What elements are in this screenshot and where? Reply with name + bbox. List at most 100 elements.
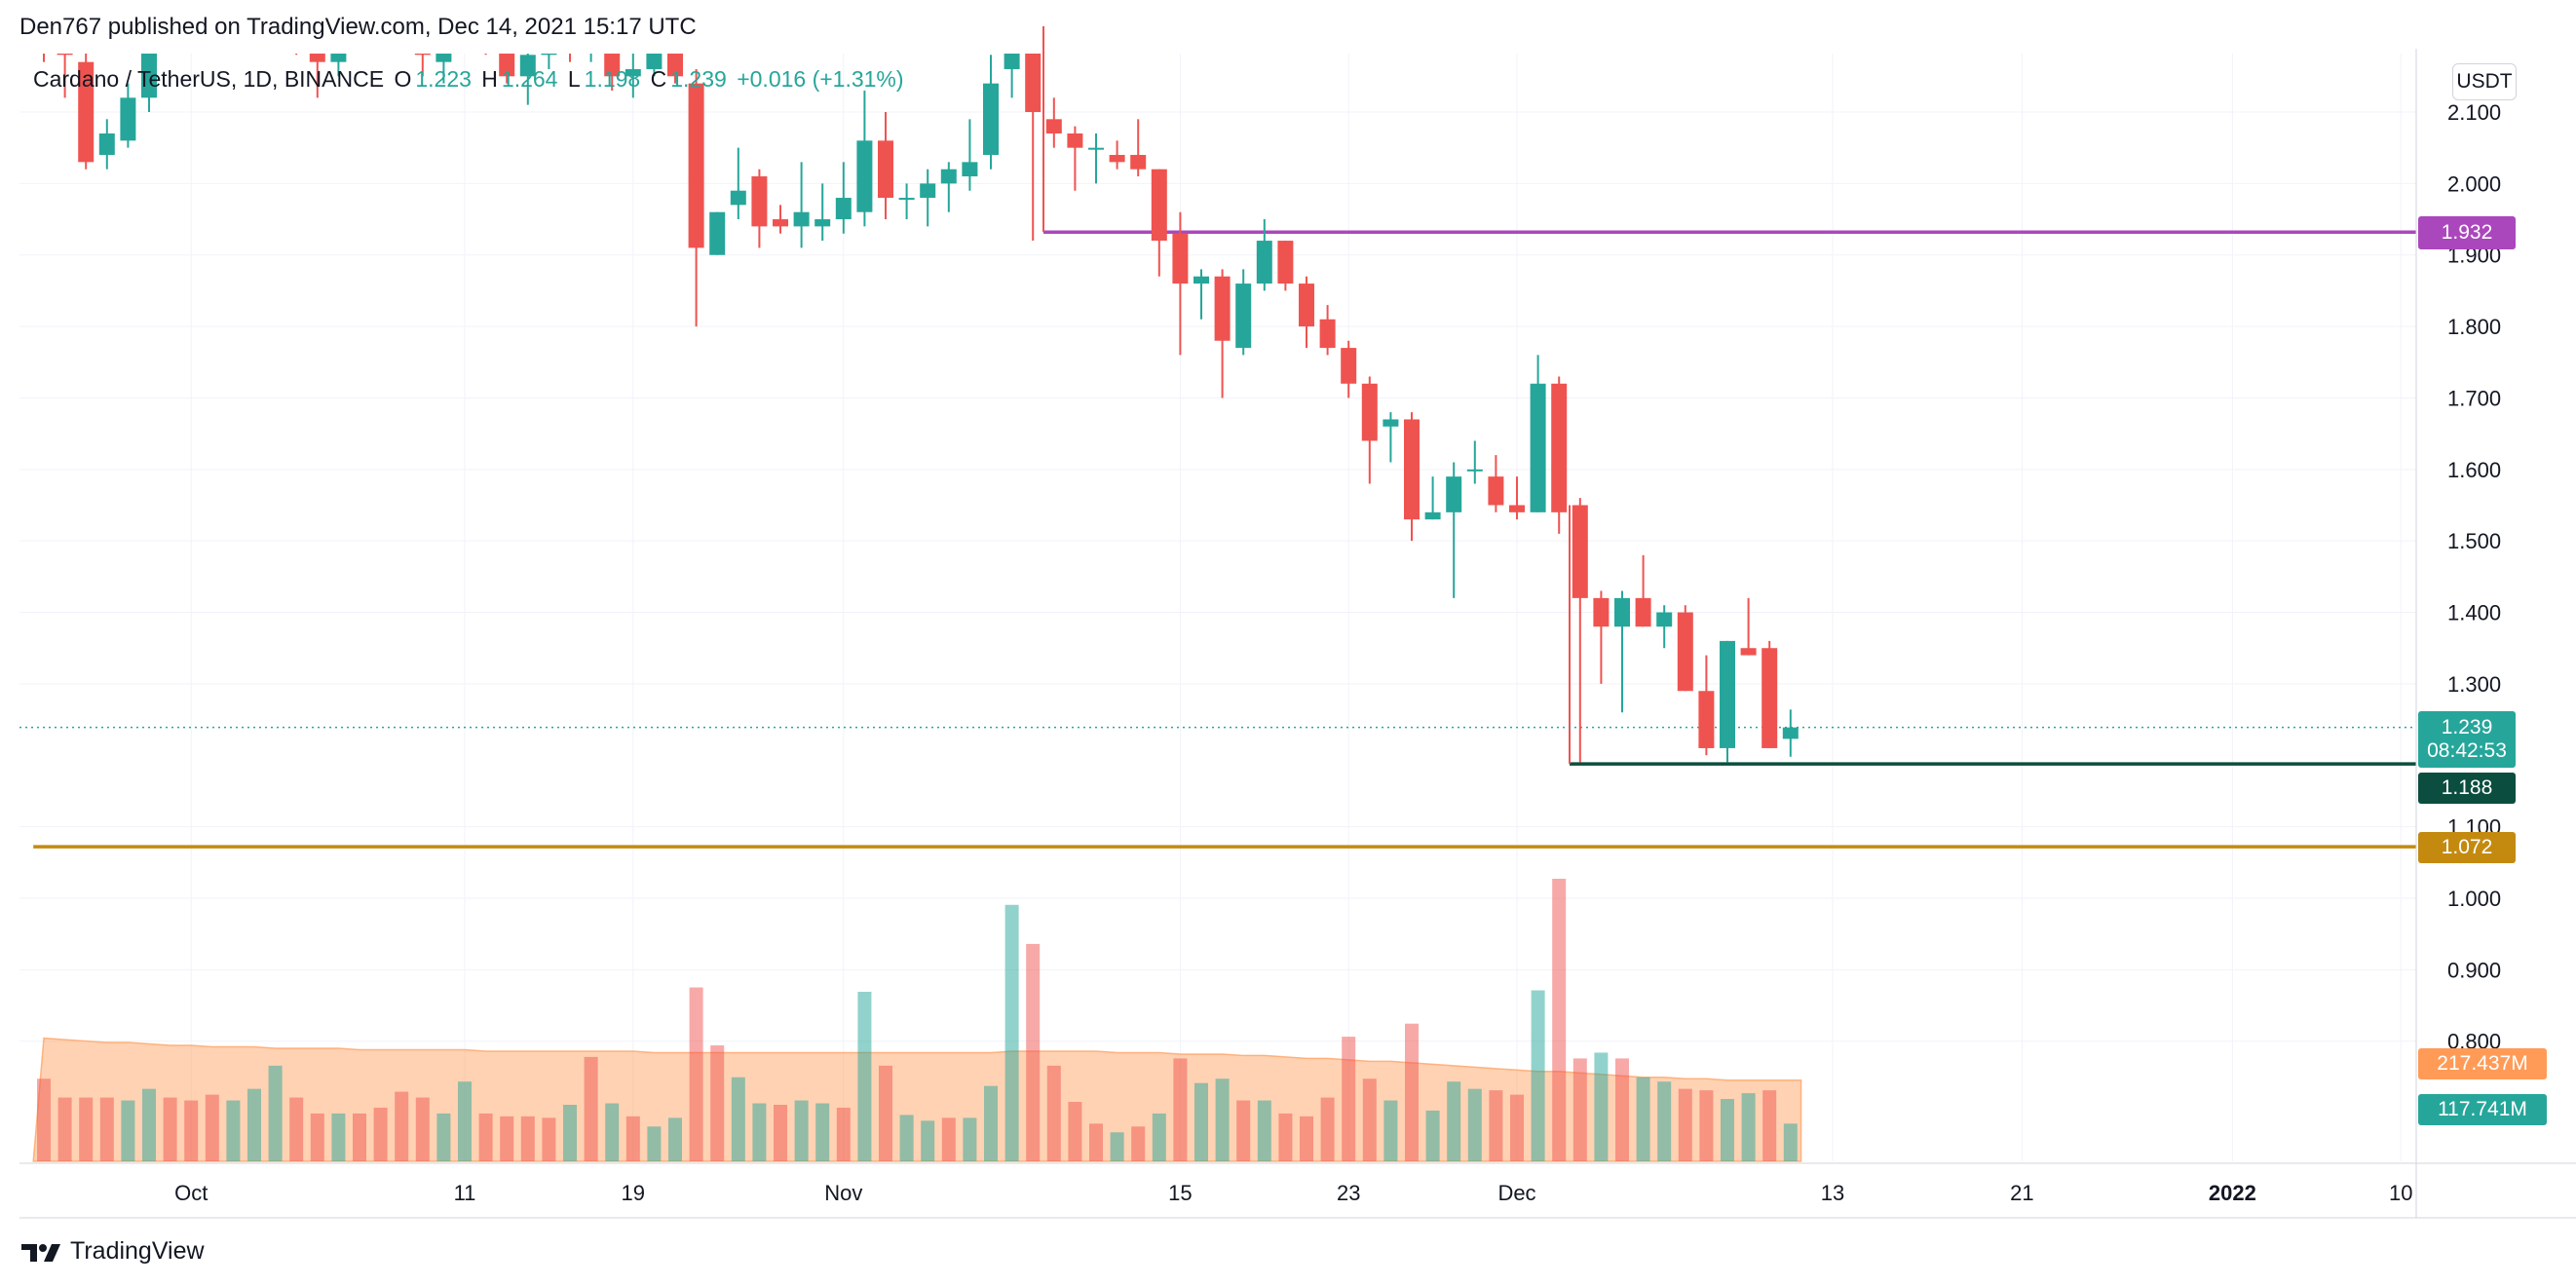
footer: TradingView (19, 1237, 205, 1266)
candle (309, 54, 325, 98)
candle-body (920, 183, 936, 199)
legend-symbol: Cardano / TetherUS, 1D, BINANCE (33, 66, 385, 92)
time-tick-label: 19 (622, 1181, 645, 1205)
candle (646, 54, 663, 77)
candle (1551, 376, 1568, 534)
volume-bar (331, 1113, 346, 1161)
candle (856, 90, 873, 227)
candle-body (646, 54, 663, 69)
time-tick-label: 23 (1337, 1181, 1360, 1205)
candle (1383, 412, 1399, 463)
volume-bar (1572, 1058, 1587, 1161)
time-tick-label: 2022 (2209, 1181, 2256, 1205)
volume-bar (1594, 1052, 1609, 1161)
candle (1572, 498, 1588, 763)
candle-body (57, 54, 73, 56)
candle-body (1067, 133, 1083, 148)
price-tick-label: 1.600 (2447, 458, 2501, 482)
candle (246, 0, 262, 19)
candle (352, 0, 367, 33)
volume-bar (373, 1107, 388, 1161)
volume-label: 117.741M (2418, 1094, 2547, 1125)
candle (1067, 126, 1083, 191)
candle (604, 54, 621, 91)
candle-body (1256, 241, 1272, 284)
volume-bar (247, 1088, 261, 1161)
candle (1172, 211, 1189, 356)
candle-body (878, 140, 893, 199)
candle-body (1193, 276, 1209, 284)
candle-body (730, 190, 746, 206)
volume-bar (289, 1097, 304, 1161)
volume-bar (500, 1116, 514, 1161)
volume-bar (1552, 879, 1567, 1161)
candle (141, 54, 157, 112)
candle-body (625, 68, 641, 77)
volume-bar (625, 1116, 640, 1161)
support2-price-label: 1.072 (2418, 832, 2516, 863)
candle-body (1488, 476, 1504, 506)
volume-bar (1510, 1094, 1524, 1161)
candle-body (268, 0, 284, 19)
volume-bar (268, 1065, 283, 1161)
candle-body (1172, 233, 1189, 284)
candle (1361, 376, 1378, 484)
time-tick-label: Nov (824, 1181, 862, 1205)
time-tick-label: 11 (454, 1181, 476, 1205)
volume-bar (1194, 1082, 1208, 1161)
volume-ma-area (32, 1037, 1802, 1162)
legend-high-label: H (481, 66, 498, 92)
legend-close-label: C (650, 66, 667, 92)
candle (1235, 269, 1252, 356)
candle-body (983, 83, 999, 156)
volume-bar (731, 1077, 745, 1161)
candle (1214, 269, 1231, 398)
volume-bar (1721, 1099, 1734, 1161)
candle (1677, 605, 1693, 692)
candle (1277, 241, 1294, 291)
candle (920, 169, 936, 227)
candle-body (414, 54, 431, 56)
candle (457, 0, 473, 48)
candle-body (78, 61, 95, 163)
volume-bar (1300, 1116, 1313, 1161)
legend-close: 1.239 (670, 66, 727, 92)
candle (484, 54, 487, 56)
candle (1466, 440, 1483, 484)
candle-body (541, 54, 557, 56)
volume-bar (1447, 1081, 1461, 1161)
volume-bar (879, 1065, 892, 1161)
candle (373, 0, 389, 5)
volume-bar (415, 1097, 430, 1161)
volume-bar (1699, 1090, 1714, 1161)
volume-bar (1152, 1113, 1166, 1161)
candle-body (1130, 155, 1147, 170)
volume-bar (1236, 1100, 1251, 1161)
candle-body (751, 176, 768, 227)
volume-bar (815, 1103, 830, 1161)
volume-bar (142, 1088, 156, 1161)
currency-button[interactable]: USDT (2452, 63, 2517, 100)
candle-body (309, 54, 325, 62)
candle-body (962, 162, 978, 177)
candle-body (856, 140, 873, 212)
price-tick-label: 1.400 (2447, 601, 2501, 625)
candle (1656, 605, 1673, 649)
candle-body (98, 133, 115, 156)
candle-body (1025, 54, 1042, 112)
candle (1319, 305, 1336, 356)
candle (625, 54, 641, 98)
price-tick-label: 1.000 (2447, 887, 2501, 911)
candlestick-series (36, 0, 1799, 763)
candle (57, 54, 73, 98)
volume-bar (963, 1117, 977, 1161)
volume-bar (458, 1081, 472, 1161)
candle-body (562, 19, 578, 48)
candle (1614, 590, 1630, 713)
candle-body (1740, 648, 1757, 656)
candle (1593, 590, 1610, 684)
candle-body (36, 0, 52, 33)
volume-bar (794, 1100, 809, 1161)
candle (1446, 462, 1462, 598)
